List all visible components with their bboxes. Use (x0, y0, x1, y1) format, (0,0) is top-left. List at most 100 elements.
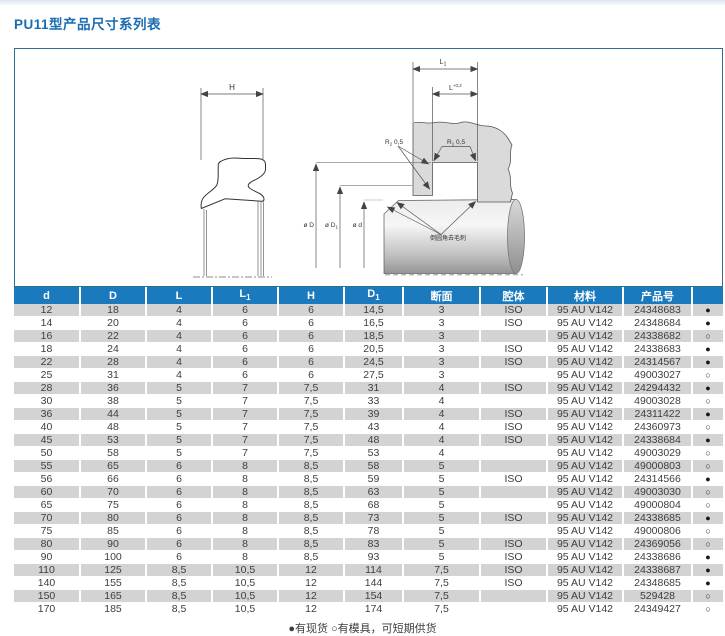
table-cell: 50 (14, 446, 81, 460)
table-cell: 24338685 (623, 511, 693, 525)
table-cell (480, 446, 548, 460)
table-cell: 12 (278, 563, 345, 577)
table-cell: 24348684 (623, 316, 693, 330)
table-cell: 24338684 (623, 433, 693, 447)
table-cell: 4 (403, 381, 481, 395)
table-row: 28 36 5 7 7,5 31 4 ISO 95 AU V142 24294432 ● (14, 381, 723, 395)
table-cell: 24338682 (623, 329, 693, 343)
table-cell: 18,5 (344, 329, 404, 343)
table-cell: 4 (146, 368, 213, 382)
table-row: 170 185 8,5 10,5 12 174 7,5 95 AU V142 24349427 ○ (14, 602, 723, 616)
table-cell: 5 (403, 485, 481, 499)
table-cell: 90 (80, 537, 147, 551)
installation-figure: L1 L+0,2 R2 0,5 R1 0,5 ø D ø D1 ø d 倒圆角去… (304, 59, 525, 276)
table-cell: 90 (14, 550, 81, 564)
table-cell: 6 (146, 537, 213, 551)
table-cell: 6 (146, 524, 213, 538)
column-header-L1: L1 (212, 287, 279, 304)
table-cell: 12 (14, 304, 81, 317)
table-cell: 5 (403, 511, 481, 525)
table-cell: 3 (403, 329, 481, 343)
table-cell (480, 329, 548, 343)
table-cell: 95 AU V142 (547, 355, 624, 369)
table-cell: 24314567 (623, 355, 693, 369)
table-cell: 165 (80, 589, 147, 603)
table-cell: 78 (344, 524, 404, 538)
table-cell (480, 459, 548, 473)
table-cell: 5 (146, 381, 213, 395)
seal-profile-outline (200, 157, 266, 209)
table-cell: 10,5 (212, 576, 279, 590)
table-cell: 6 (146, 511, 213, 525)
table-cell: 49000803 (623, 459, 693, 473)
table-cell: 3 (403, 316, 481, 330)
table-cell: 6 (146, 459, 213, 473)
table-cell: 24369056 (623, 537, 693, 551)
table-row: 25 31 4 6 6 27,5 3 95 AU V142 49003027 ○ (14, 368, 723, 382)
table-cell: 27,5 (344, 368, 404, 382)
table-row: 18 24 4 6 6 20,5 3 ISO 95 AU V142 24338683 ● (14, 342, 723, 356)
table-cell: 5 (403, 550, 481, 564)
stock-indicator: ● (692, 511, 723, 525)
table-cell: 4 (403, 446, 481, 460)
table-cell: 95 AU V142 (547, 433, 624, 447)
table-cell: 20 (80, 316, 147, 330)
table-cell: 16,5 (344, 316, 404, 330)
table-cell: 80 (14, 537, 81, 551)
table-cell: ISO (480, 563, 548, 577)
table-cell: 150 (14, 589, 81, 603)
column-header-qiangti: 腔体 (480, 287, 548, 304)
table-cell: 8,5 (146, 602, 213, 616)
table-cell: 6 (278, 355, 345, 369)
table-cell: 8 (212, 537, 279, 551)
stock-indicator: ● (692, 316, 723, 330)
table-cell: 4 (146, 342, 213, 356)
table-cell: 95 AU V142 (547, 381, 624, 395)
table-cell: 3 (403, 342, 481, 356)
table-cell: 3 (403, 304, 481, 317)
table-cell: 529428 (623, 589, 693, 603)
table-cell: 22 (80, 329, 147, 343)
table-cell: 6 (278, 342, 345, 356)
table-cell (480, 589, 548, 603)
table-cell: ISO (480, 433, 548, 447)
stock-indicator: ○ (692, 589, 723, 603)
table-cell: 8,5 (278, 459, 345, 473)
table-cell (480, 368, 548, 382)
table-cell: 12 (278, 576, 345, 590)
table-cell: 83 (344, 537, 404, 551)
table-cell: 6 (212, 368, 279, 382)
table-cell: 144 (344, 576, 404, 590)
stock-indicator: ○ (692, 459, 723, 473)
table-cell: 24338687 (623, 563, 693, 577)
table-row: 30 38 5 7 7,5 33 4 95 AU V142 49003028 ○ (14, 394, 723, 408)
table-cell: 5 (403, 498, 481, 512)
table-cell: 110 (14, 563, 81, 577)
table-cell: 24338683 (623, 342, 693, 356)
table-cell: 53 (344, 446, 404, 460)
table-cell: 31 (344, 381, 404, 395)
table-row: 70 80 6 8 8,5 73 5 ISO 95 AU V142 24338685 ● (14, 511, 723, 525)
rod-end-face (507, 199, 525, 274)
table-cell: ISO (480, 420, 548, 434)
seal-profile-figure (200, 88, 264, 160)
page-title: PU11型产品尺寸系列表 (14, 17, 162, 32)
dim-label-dia-D1: ø D1 (325, 222, 338, 230)
table-cell: 49003028 (623, 394, 693, 408)
table-cell: 36 (80, 381, 147, 395)
table-cell: 6 (278, 316, 345, 330)
table-cell: 8,5 (146, 563, 213, 577)
stock-indicator: ● (692, 433, 723, 447)
stock-indicator: ○ (692, 446, 723, 460)
table-cell: 8 (212, 524, 279, 538)
stock-indicator: ● (692, 472, 723, 486)
table-cell: 95 AU V142 (547, 498, 624, 512)
table-cell: 8 (212, 459, 279, 473)
table-row: 56 66 6 8 8,5 59 5 ISO 95 AU V142 24314566 ● (14, 472, 723, 486)
table-cell: 65 (80, 459, 147, 473)
table-cell: 8,5 (278, 511, 345, 525)
table-cell: 4 (403, 420, 481, 434)
stock-indicator: ○ (692, 394, 723, 408)
table-row: 22 28 4 6 6 24,5 3 ISO 95 AU V142 24314567 ● (14, 355, 723, 369)
stock-legend: ●有现货 ○有模具，可短期供货 (288, 623, 437, 635)
